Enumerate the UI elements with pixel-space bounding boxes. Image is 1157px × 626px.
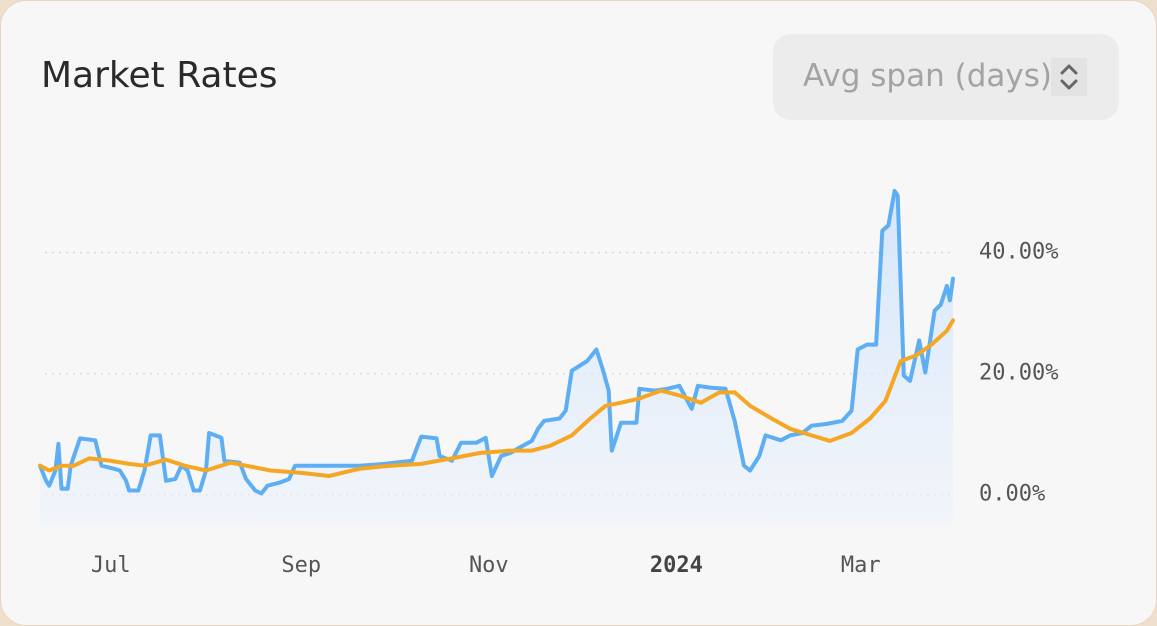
x-tick-label: Nov <box>469 553 509 578</box>
line <box>38 188 955 496</box>
spinner[interactable] <box>1051 58 1087 96</box>
avg-span-select[interactable]: Avg span (days) <box>773 34 1119 120</box>
line <box>38 318 955 478</box>
area <box>40 190 953 525</box>
x-tick-label: Jul <box>91 553 131 578</box>
y-tick-label: 0.00% <box>979 482 1045 507</box>
x-tick-label: Mar <box>841 553 881 578</box>
y-tick-label: 20.00% <box>979 361 1058 386</box>
x-tick-label: Sep <box>281 553 321 578</box>
title: Market Rates <box>41 55 278 96</box>
x-tick-label: 2024 <box>650 553 703 578</box>
y-tick-label: 40.00% <box>979 240 1058 265</box>
placeholder: Avg span (days) <box>803 58 1052 94</box>
